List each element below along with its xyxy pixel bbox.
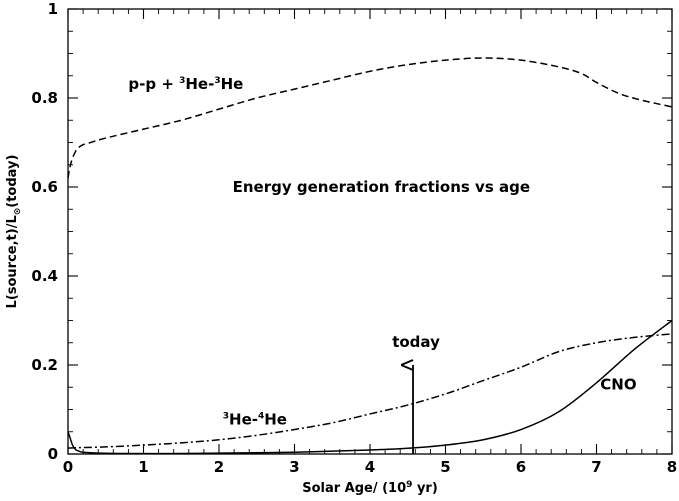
y-axis-label-sub: ⊙ bbox=[13, 208, 23, 216]
x-tick-label: 6 bbox=[516, 458, 526, 476]
y-tick-label: 0.4 bbox=[31, 267, 58, 285]
series-line-he3he4 bbox=[67, 333, 673, 449]
y-tick-label: 0 bbox=[48, 445, 58, 463]
axis-ticks bbox=[67, 8, 673, 455]
series-label-he3he4: 3He-4He bbox=[223, 411, 287, 429]
chart-title: Energy generation fractions vs age bbox=[233, 178, 530, 196]
y-axis-label-prefix: L(source,t)/L bbox=[5, 215, 20, 308]
y-axis-label-suffix: (today) bbox=[5, 155, 20, 208]
x-axis-label-sup: 9 bbox=[406, 480, 412, 490]
x-axis-label: Solar Age/ (109 yr) bbox=[302, 480, 438, 496]
today-label: today bbox=[392, 333, 440, 351]
annotations: Energy generation fractions vs age today bbox=[233, 178, 530, 454]
x-tick-label: 2 bbox=[214, 458, 224, 476]
y-axis-label: L(source,t)/L⊙(today) bbox=[5, 155, 23, 309]
series-line-CNO bbox=[67, 319, 673, 455]
series-label-pp: p-p + 3He-3He bbox=[128, 75, 243, 93]
y-tick-label: 0.8 bbox=[31, 89, 58, 107]
x-tick-label: 5 bbox=[440, 458, 450, 476]
axis-tick-labels: 0 1 2 3 4 5 6 7 8 0 0.2 0.4 0.6 0.8 1 bbox=[31, 0, 677, 476]
series-label-CNO: CNO bbox=[600, 375, 636, 393]
x-tick-label: 3 bbox=[289, 458, 299, 476]
y-tick-label: 0.2 bbox=[31, 356, 58, 374]
x-tick-label: 7 bbox=[591, 458, 601, 476]
x-tick-label: 4 bbox=[365, 458, 375, 476]
y-tick-label: 1 bbox=[48, 0, 58, 18]
y-tick-label: 0.6 bbox=[31, 178, 58, 196]
x-tick-label: 1 bbox=[138, 458, 148, 476]
x-axis-label-prefix: Solar Age/ (10 bbox=[302, 481, 406, 496]
x-axis-label-suffix: yr) bbox=[412, 481, 437, 496]
series-line-pp bbox=[67, 57, 673, 179]
x-tick-label: 0 bbox=[63, 458, 73, 476]
x-tick-label: 8 bbox=[667, 458, 677, 476]
data-series: p-p + 3He-3He 3He-4He CNO bbox=[67, 57, 673, 455]
